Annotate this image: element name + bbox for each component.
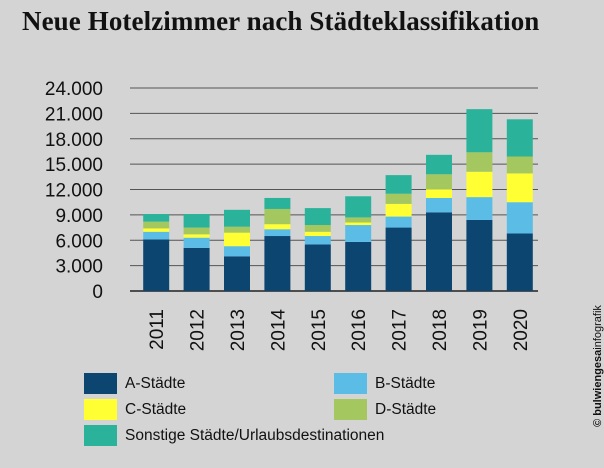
- bar-segment: [264, 224, 291, 230]
- x-tick-label: 2014: [268, 309, 289, 352]
- bar-segment: [224, 246, 250, 257]
- bar-segment: [345, 217, 372, 223]
- legend-swatch-b: [334, 373, 367, 394]
- bar-segment: [506, 233, 533, 291]
- bar-segment: [183, 234, 210, 238]
- legend-swatch-d: [334, 399, 367, 420]
- credit-text: © bulwiengesainfografik: [592, 266, 604, 466]
- bar-segment: [224, 209, 250, 227]
- bar-segment: [385, 175, 412, 194]
- x-tick-label: 2012: [188, 309, 209, 351]
- bar-segment: [466, 197, 493, 220]
- x-tick-label: 2020: [511, 309, 532, 351]
- bar-segment: [143, 214, 170, 222]
- legend-label-a: A-Städte: [125, 374, 186, 392]
- x-tick-label: 2017: [390, 309, 411, 351]
- y-tick-label: 21.000: [45, 104, 103, 125]
- bar-segment: [264, 197, 291, 209]
- bar-segment: [304, 225, 331, 232]
- legend-item-b: B-Städte: [334, 373, 435, 394]
- bar-segment: [143, 221, 170, 229]
- bar-segment: [506, 119, 533, 157]
- bar-segment: [466, 219, 493, 291]
- bar-segment: [506, 156, 533, 174]
- bar-segment: [345, 241, 372, 291]
- bar-segment: [345, 196, 372, 218]
- x-tick-label: 2016: [349, 309, 370, 351]
- bar-segment: [466, 171, 493, 198]
- bar-segment: [426, 189, 452, 198]
- bar-segment: [304, 208, 331, 226]
- x-tick-label: 2015: [309, 309, 330, 351]
- bar-segment: [466, 109, 493, 153]
- bar-segment: [183, 214, 210, 228]
- legend-item-sonstige: Sonstige Städte/Urlaubsdestinationen: [84, 425, 384, 446]
- bar-segment: [345, 222, 372, 226]
- bar-segment: [426, 197, 452, 213]
- legend-item-c: C-Städte: [84, 399, 186, 420]
- bar-segment: [466, 152, 493, 172]
- bar-segment: [264, 236, 291, 291]
- bar-segment: [183, 227, 210, 235]
- x-tick-label: 2011: [147, 309, 168, 350]
- y-tick-label: 3.000: [55, 257, 103, 278]
- y-tick-label: 24.000: [45, 79, 103, 100]
- bar-segment: [224, 226, 250, 233]
- bar-segment: [385, 203, 412, 217]
- legend-swatch-c: [84, 399, 117, 420]
- bar-segment: [143, 231, 170, 240]
- legend: A-Städte B-Städte C-Städte D-Städte Sons…: [84, 373, 504, 453]
- bar-segment: [385, 227, 412, 291]
- bar-segment: [385, 216, 412, 228]
- bar-segment: [143, 239, 170, 291]
- y-tick-label: 9.000: [55, 206, 103, 227]
- bar-segment: [264, 208, 291, 225]
- legend-swatch-sonstige: [84, 425, 117, 446]
- bar-segment: [304, 244, 331, 291]
- bar-segment: [183, 247, 210, 291]
- credit-suffix: infografik: [592, 305, 604, 350]
- y-tick-label: 0: [92, 282, 103, 303]
- legend-label-b: B-Städte: [375, 374, 436, 392]
- x-tick-label: 2018: [430, 309, 451, 351]
- legend-label-d: D-Städte: [375, 400, 437, 418]
- bar-segment: [426, 212, 452, 291]
- legend-swatch-a: [84, 373, 117, 394]
- x-tick-label: 2013: [228, 309, 249, 351]
- legend-label-sonstige: Sonstige Städte/Urlaubsdestinationen: [125, 426, 385, 444]
- bar-segment: [304, 231, 331, 237]
- bar-segment: [183, 237, 210, 248]
- bar-segment: [224, 256, 250, 291]
- bar-segment: [143, 228, 170, 232]
- y-tick-label: 15.000: [45, 155, 103, 176]
- bar-segment: [345, 225, 372, 242]
- bar-segment: [426, 174, 452, 190]
- bar-segment: [385, 193, 412, 204]
- bar-segment: [506, 173, 533, 203]
- credit-brand: © bulwiengesa: [592, 349, 604, 427]
- y-tick-label: 12.000: [45, 181, 103, 202]
- y-tick-label: 6.000: [55, 231, 103, 252]
- chart-area: 0 3.000 6.000 9.000 12.000 15.000 18.000 21.000…: [45, 79, 538, 352]
- bar-segment: [426, 154, 452, 175]
- chart-title: Neue Hotelzimmer nach Städteklassifikati…: [22, 6, 540, 36]
- legend-item-a: A-Städte: [84, 373, 185, 394]
- y-tick-label: 18.000: [45, 130, 103, 151]
- legend-label-c: C-Städte: [125, 400, 187, 418]
- bar-segment: [224, 232, 250, 247]
- bar-segment: [264, 229, 291, 237]
- legend-item-d: D-Städte: [334, 399, 436, 420]
- x-tick-label: 2019: [470, 309, 491, 351]
- bar-segment: [506, 202, 533, 234]
- bar-segment: [304, 236, 331, 245]
